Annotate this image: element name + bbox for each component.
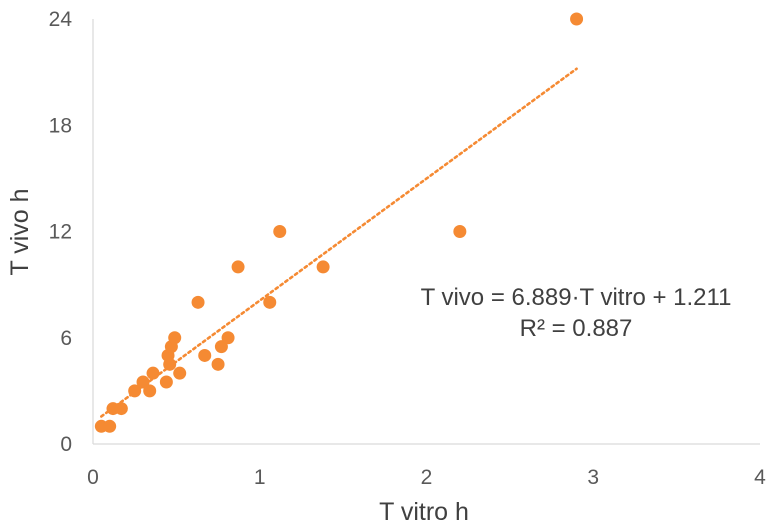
data-point: [128, 384, 142, 398]
equation-label: T vivo = 6.889·T vitro + 1.211: [421, 284, 732, 311]
r-squared-label: R² = 0.887: [520, 315, 633, 342]
y-tick-label: 18: [49, 114, 72, 137]
trendline: [100, 67, 578, 418]
data-point: [173, 366, 187, 380]
data-point: [159, 375, 173, 389]
data-point: [146, 366, 160, 380]
data-point: [263, 295, 277, 309]
data-point: [273, 225, 287, 238]
y-tick-label: 0: [60, 433, 72, 456]
data-point: [221, 331, 235, 345]
data-point: [316, 260, 330, 274]
data-point: [191, 295, 205, 309]
data-point: [453, 225, 467, 238]
x-tick-label: 1: [254, 466, 266, 489]
y-axis-title: T vivo h: [6, 188, 34, 275]
x-axis-title: T vitro h: [379, 498, 469, 526]
y-tick-label: 6: [60, 327, 72, 350]
y-tick-label: 12: [49, 221, 72, 244]
data-point: [214, 340, 228, 354]
data-point: [231, 260, 245, 274]
x-tick-label: 2: [421, 466, 433, 489]
data-point: [168, 331, 182, 345]
data-point: [103, 419, 117, 433]
data-points: [94, 12, 584, 433]
x-tick-label: 0: [87, 466, 99, 489]
axes: [92, 19, 760, 445]
data-point: [198, 348, 212, 362]
data-point: [163, 357, 177, 371]
data-point: [143, 384, 157, 398]
data-point: [114, 402, 128, 416]
x-tick-label: 4: [754, 466, 766, 489]
data-point: [211, 357, 225, 371]
trendline-group: [100, 67, 578, 418]
x-tick-label: 3: [587, 466, 599, 489]
data-point: [136, 375, 150, 389]
data-point: [570, 12, 584, 26]
y-tick-label: 24: [49, 8, 73, 31]
